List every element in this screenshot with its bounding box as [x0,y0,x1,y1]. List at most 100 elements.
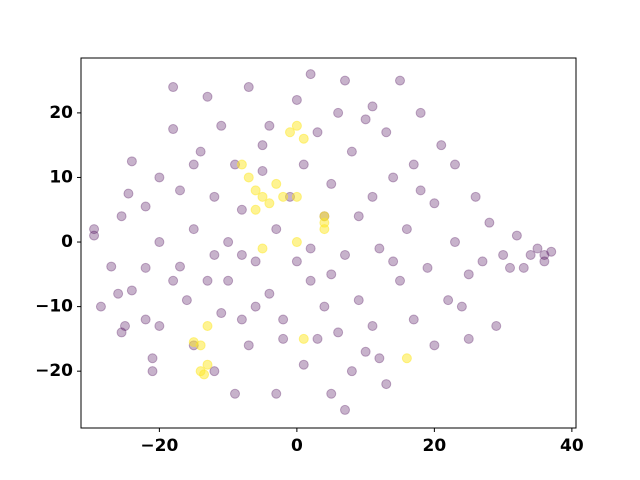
point [95,301,106,312]
point [518,262,529,273]
point [120,320,130,331]
point [123,188,134,199]
point [408,314,419,325]
point [450,237,460,248]
point [319,224,330,235]
point [546,246,557,257]
point [319,211,330,222]
y-tick-label: 10 [49,167,73,187]
point [168,275,179,286]
point [216,308,227,319]
point [271,178,282,189]
point [116,211,127,222]
point [298,133,309,144]
point [202,91,213,102]
point [319,301,330,312]
point [243,82,254,93]
point [312,333,323,344]
point [168,124,179,135]
point [346,366,357,377]
point [436,140,447,151]
point [539,256,550,267]
point [243,172,254,183]
point [312,127,323,138]
point [291,237,302,248]
point [367,101,378,112]
point [470,191,481,202]
point [271,388,282,399]
point [298,333,309,344]
point [353,211,364,222]
y-tick-label: −20 [35,361,73,381]
point [374,353,385,364]
point [395,275,405,286]
point [298,359,309,370]
point [195,146,206,157]
y-tick-label: 20 [49,103,73,123]
point [305,243,316,254]
point [491,320,502,331]
point [257,243,268,254]
point [381,127,392,138]
x-tick-label: −20 [140,436,178,456]
point [340,75,350,86]
point [333,107,344,118]
point [305,275,316,286]
point [236,314,247,325]
point [353,295,364,306]
point [236,159,247,170]
y-tick-label: 0 [61,232,73,252]
point [199,369,210,380]
point [374,243,385,254]
point [236,204,247,215]
point [278,333,289,344]
plot-frame [80,57,577,429]
point [333,327,344,338]
point [367,320,378,331]
point [463,333,474,344]
point [463,269,474,280]
point [381,379,392,390]
point [326,178,337,189]
point [236,249,247,260]
point [415,107,426,118]
point [209,366,220,377]
point [340,249,350,260]
point [346,146,357,157]
point [326,388,337,399]
point [188,224,199,235]
point [360,346,371,357]
point [278,314,289,325]
point [116,327,127,338]
point [106,261,117,272]
point [216,120,227,131]
point [140,262,151,273]
point [250,185,261,196]
point [264,120,275,131]
point [154,320,165,331]
point [305,69,316,80]
point [195,340,206,351]
point [443,295,454,306]
point [340,404,350,415]
point [89,230,100,241]
point [202,359,213,370]
point [147,353,158,364]
point [168,82,179,93]
point [257,140,268,151]
point [175,261,185,272]
point [209,249,220,260]
point [291,191,302,202]
point [360,114,371,125]
point [291,120,302,131]
point [147,366,158,377]
point [285,127,295,138]
point [388,256,399,267]
point [395,75,405,86]
point [250,204,261,215]
point [223,237,234,248]
point [230,388,240,399]
point [291,94,302,105]
point [408,159,419,170]
